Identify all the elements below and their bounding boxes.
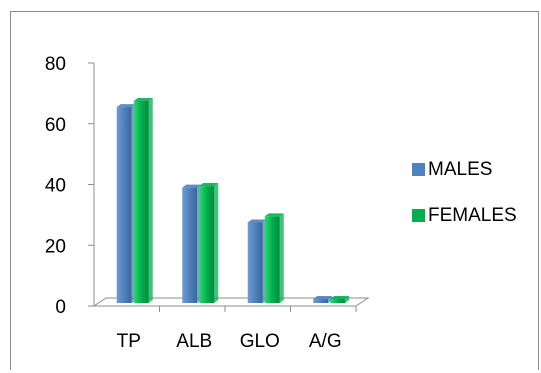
bar-GLO-MALES: [247, 219, 267, 303]
bar-top: [199, 183, 219, 187]
bar-side: [279, 213, 284, 303]
bar-ALB-FEMALES: [199, 183, 219, 303]
legend-label-females: FEMALES: [428, 205, 517, 226]
bar-top: [247, 219, 267, 223]
legend-label-males: MALES: [428, 159, 492, 180]
legend-swatch-females: [412, 209, 425, 222]
bar-ALB-MALES: [182, 184, 202, 303]
x-tick-label: ALB: [176, 331, 212, 352]
bar-A/G-FEMALES: [330, 296, 350, 303]
chart-floor: [92, 297, 370, 307]
bar-front: [330, 299, 346, 303]
bar-front: [182, 187, 198, 303]
y-tick-label: 40: [45, 176, 66, 197]
bar-side: [148, 98, 153, 303]
bar-front: [247, 222, 263, 303]
bar-top: [116, 104, 136, 108]
chart-frame: [10, 11, 539, 370]
y-tick-label: 0: [55, 297, 66, 318]
chart-axes: [88, 62, 370, 312]
x-tick-label: GLO: [240, 331, 280, 352]
bar-side: [214, 183, 219, 303]
bar-front: [199, 186, 215, 303]
y-tick-label: 20: [45, 236, 66, 257]
bar-front: [264, 216, 280, 303]
bar-side: [345, 296, 350, 303]
chart-legend: MALES FEMALES: [412, 159, 517, 226]
y-tick-label: 80: [45, 54, 66, 75]
bar-top: [330, 296, 350, 300]
bar-front: [116, 107, 132, 303]
x-tick-label: TP: [117, 331, 141, 352]
chart-tick-labels: 0 20 40 60 80 TP ALB GLO A/G: [45, 54, 342, 352]
bar-front: [133, 101, 149, 303]
legend-swatch-males: [412, 163, 425, 176]
bar-top: [182, 184, 202, 188]
bar-top: [133, 98, 153, 102]
chart-bars: [116, 98, 350, 303]
bar-TP-FEMALES: [133, 98, 153, 303]
bar-GLO-FEMALES: [264, 213, 284, 303]
bar-top: [313, 296, 333, 300]
bar-TP-MALES: [116, 104, 136, 303]
bar-front: [313, 299, 329, 303]
y-tick-label: 60: [45, 115, 66, 136]
bar-top: [264, 213, 284, 217]
x-tick-label: A/G: [309, 331, 342, 352]
bar-A/G-MALES: [313, 296, 333, 303]
